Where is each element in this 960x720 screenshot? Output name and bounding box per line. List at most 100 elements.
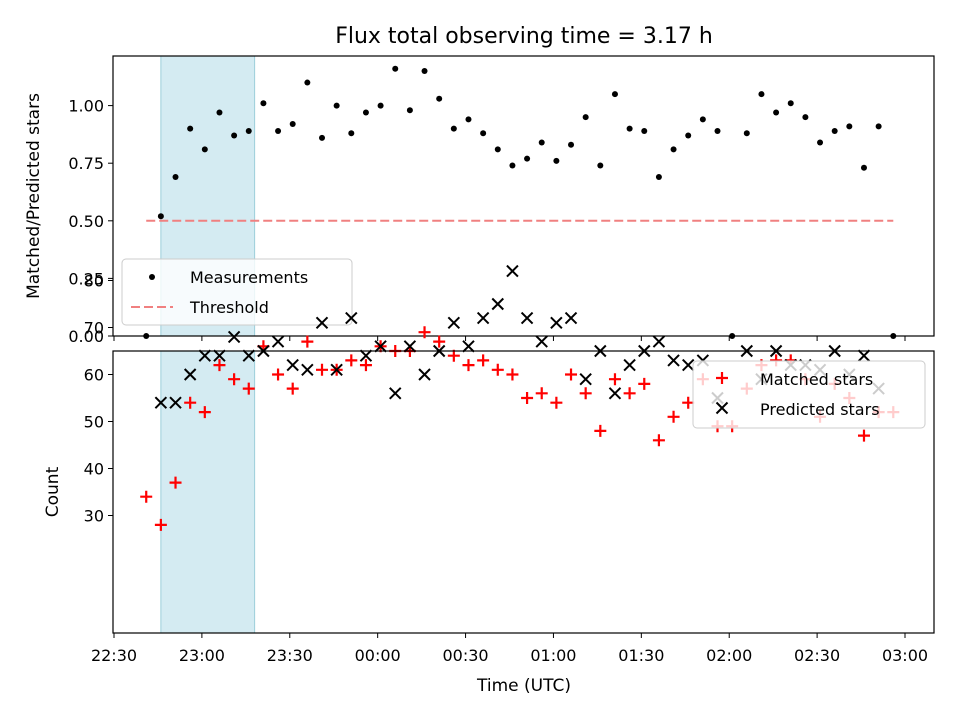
matched-star-point <box>491 363 504 376</box>
x-tick-label: 00:30 <box>443 646 489 665</box>
measurement-point <box>392 65 399 72</box>
predicted-star-point <box>520 311 534 325</box>
predicted-star-point <box>345 311 358 325</box>
legend-box <box>692 360 926 429</box>
matched-star-point <box>638 377 651 390</box>
measurement-point <box>831 127 838 134</box>
measurement-point <box>597 162 604 169</box>
predicted-star-point <box>301 363 314 377</box>
measurement-point <box>201 146 208 153</box>
matched-star-point <box>550 396 563 409</box>
measurement-point <box>524 155 531 162</box>
legend-box <box>121 258 353 326</box>
measurement-point <box>568 141 575 148</box>
shaded-span <box>160 351 255 633</box>
matched-star-point <box>272 368 285 381</box>
matched-star-point <box>594 424 607 437</box>
measurement-point <box>450 125 457 132</box>
y-tick-label: 40 <box>84 460 104 479</box>
measurement-point <box>260 100 267 107</box>
chart-title: Flux total observing time = 3.17 h <box>335 24 713 49</box>
matched-star-point <box>652 434 665 447</box>
measurement-point <box>655 174 662 181</box>
measurement-point <box>157 213 164 220</box>
x-tick-label: 02:00 <box>706 646 752 665</box>
matched-star-point <box>418 326 431 339</box>
legend-matched-marker <box>716 372 728 384</box>
matched-star-point <box>433 335 446 348</box>
matched-star-point <box>184 396 197 409</box>
matched-star-point <box>140 490 153 503</box>
predicted-star-point <box>242 349 255 362</box>
measurement-point <box>626 125 633 132</box>
x-tick-label: 22:30 <box>91 646 137 665</box>
predicted-star-point <box>374 340 387 353</box>
y-tick-label: 0.25 <box>68 269 104 288</box>
matched-star-point <box>154 518 167 531</box>
legend-threshold-label: Threshold <box>189 298 269 317</box>
matched-star-point <box>857 429 870 442</box>
legend-measurements-label: Measurements <box>190 268 308 287</box>
measurement-point <box>875 123 882 130</box>
x-tick-label: 23:30 <box>267 646 313 665</box>
predicted-star-point <box>271 335 285 348</box>
predicted-star-point <box>198 349 212 362</box>
matched-star-point <box>667 410 680 423</box>
measurement-point <box>319 134 326 141</box>
x-tick-label: 03:00 <box>882 646 928 665</box>
measurement-point <box>699 116 706 123</box>
measurement-point <box>817 139 824 146</box>
matched-star-point <box>213 359 226 372</box>
predicted-star-point <box>476 311 490 325</box>
y-tick-label: 80 <box>84 272 104 291</box>
measurement-point <box>231 132 238 139</box>
measurement-point <box>758 91 765 98</box>
legend-predicted-marker <box>715 401 729 415</box>
predicted-star-point <box>564 311 578 325</box>
measurement-point <box>289 121 296 128</box>
predicted-star-point <box>359 349 373 362</box>
x-tick-label: 23:00 <box>179 646 225 665</box>
predicted-star-point <box>169 396 182 409</box>
x-axis-label: Time (UTC) <box>476 676 571 696</box>
bottom-panel: 30 40 50 60 70 80 22:30 23:00 23:30 00:00 00:30 01:… <box>84 264 935 665</box>
measurement-point <box>436 95 443 102</box>
top-y-axis-label: Matched/Predicted stars <box>24 93 44 299</box>
measurement-point <box>494 146 501 153</box>
predicted-star-point <box>652 335 666 348</box>
predicted-star-point <box>506 264 519 278</box>
legend-predicted-label: Predicted stars <box>760 400 880 419</box>
measurement-point <box>773 109 780 116</box>
measurement-point <box>245 127 252 134</box>
predicted-star-point <box>227 330 241 344</box>
measurement-point <box>685 132 692 139</box>
matched-star-point <box>506 368 519 381</box>
matched-star-point <box>228 373 241 386</box>
measurement-point <box>611 91 618 98</box>
predicted-star-point <box>418 368 431 381</box>
matched-star-point <box>682 396 695 409</box>
measurement-point <box>172 174 179 181</box>
measurement-point <box>802 114 809 121</box>
top-frame <box>112 55 935 337</box>
matched-star-point <box>521 392 534 404</box>
measurement-point <box>421 68 428 75</box>
y-tick-label: 50 <box>84 413 104 432</box>
measurement-point <box>670 146 677 153</box>
measurement-point <box>641 127 648 134</box>
measurement-point <box>187 125 194 132</box>
bottom-y-axis-label: Count <box>43 466 63 517</box>
y-tick-label: 0.75 <box>68 154 104 173</box>
matched-star-point <box>462 359 475 372</box>
matched-star-point <box>565 368 578 381</box>
measurement-point <box>846 123 853 130</box>
predicted-star-point <box>462 340 475 353</box>
matched-star-point <box>447 349 460 362</box>
matched-star-point <box>359 359 372 372</box>
measurement-point <box>377 102 384 109</box>
y-tick-label: 1.00 <box>68 97 104 116</box>
legend-top: Measurements Threshold <box>121 258 353 326</box>
y-tick-label: 60 <box>84 366 104 385</box>
measurement-point <box>582 114 589 121</box>
